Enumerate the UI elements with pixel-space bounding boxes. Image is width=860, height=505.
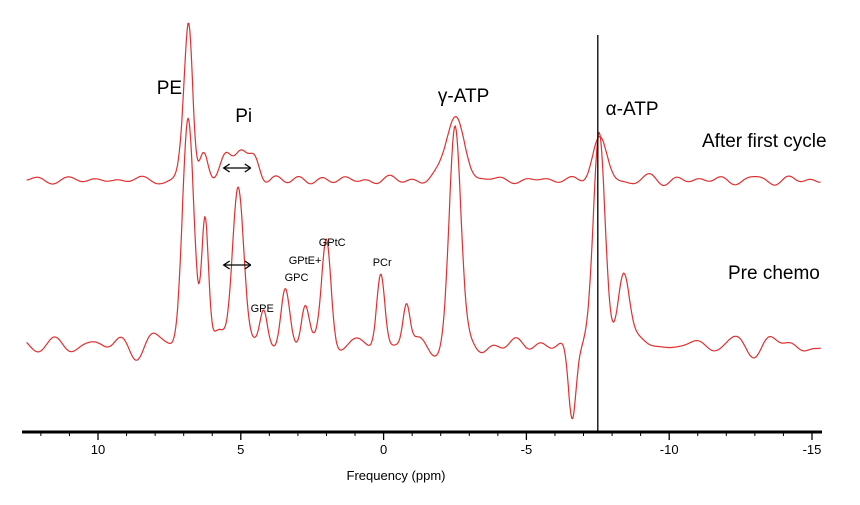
peak-label: Pi [235,106,252,127]
tick-label: 10 [91,442,105,457]
peak-label: PE [157,78,182,99]
peak-label: GPC [285,272,309,284]
tick-label: -15 [803,442,822,457]
series-label: Pre chemo [728,263,820,284]
peak-label: PCr [373,257,392,269]
spectrum-traces [26,22,821,432]
x-axis: 10 5 0 -5 -10 -15 [22,430,822,457]
peak-label: GPtE+ [289,255,322,267]
peak-label: GPtC [319,237,346,249]
tick-label: 5 [237,442,244,457]
peak-label: GPE [251,303,274,315]
tick-label: -5 [521,442,533,457]
width-arrow [222,163,252,173]
spectrum-line-after-first-cycle [26,22,821,187]
spectrum-line-pre-chemo [26,117,821,420]
tick-label: -10 [660,442,679,457]
peak-label: α-ATP [606,99,659,120]
tick-label: 0 [380,442,387,457]
series-labels: After first cycle Pre chemo [702,131,827,284]
peak-label: γ-ATP [438,86,489,107]
x-axis-title: Frequency (ppm) [347,468,446,483]
width-arrow [222,260,252,270]
peak-annotations: PE Pi γ-ATP α-ATP GPtC GPtE+ GPC GPE PCr [157,78,659,315]
series-label: After first cycle [702,131,827,152]
